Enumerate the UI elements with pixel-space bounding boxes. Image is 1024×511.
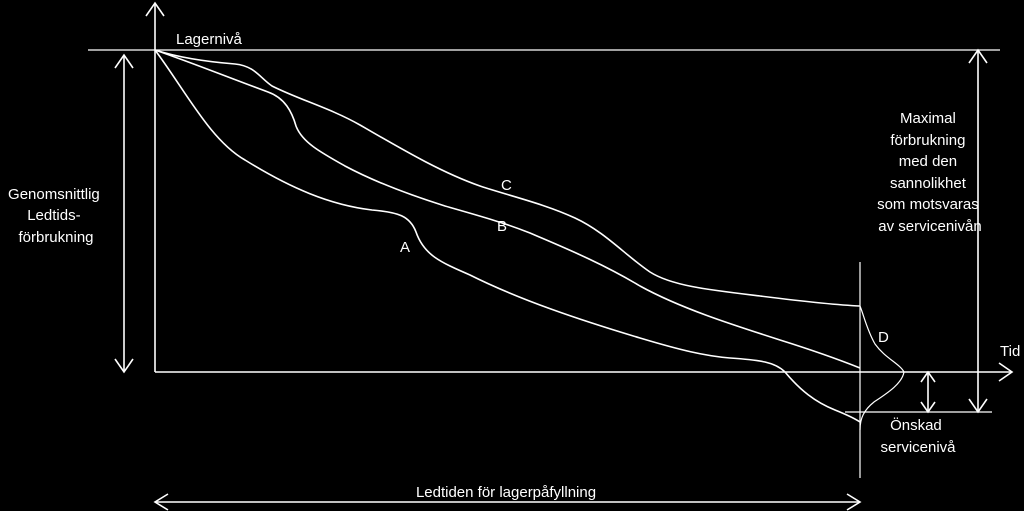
lead-time-arrow [153,493,862,511]
avg-consumption-label: Genomsnittlig Ledtids- förbrukning [8,186,104,246]
lead-time-label: Ledtiden för lagerpåfyllning [416,484,596,501]
max-consumption-arrow [968,48,988,414]
time-label: Tid [1000,343,1020,360]
x-axis-arrowhead [998,362,1014,382]
max-consumption-label: Maximal förbrukning med den sannolikhet … [877,110,983,235]
curve-c-label: C [501,177,512,194]
curve-d-label: D [878,329,889,346]
curve-a [154,49,861,423]
curve-b [154,49,861,369]
avg-consumption-arrow [114,53,134,374]
y-axis-arrowhead [145,1,165,17]
curve-b-label: B [497,218,507,235]
curve-d-distribution [859,305,905,431]
safety-stock-arrow [920,370,936,414]
curve-c [154,49,861,307]
curve-a-label: A [400,239,410,256]
stock-level-label: Lagernivå [176,31,243,48]
service-level-label: Önskad servicenivå [880,416,956,456]
